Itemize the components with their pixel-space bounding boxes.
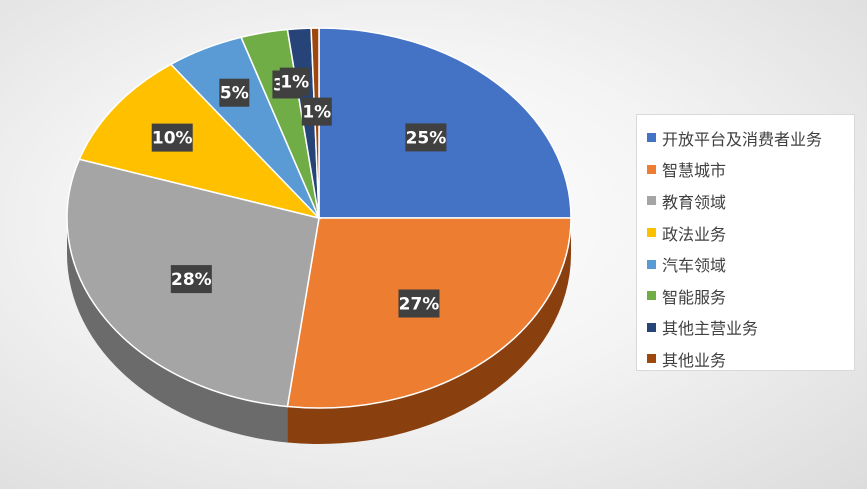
data-label-box xyxy=(151,123,193,152)
data-label-text: 28% xyxy=(171,270,212,290)
legend-item: 开放平台及消费者业务 xyxy=(647,122,854,154)
data-label-box xyxy=(301,97,332,126)
legend-label: 开放平台及消费者业务 xyxy=(662,129,823,149)
pie-slice-side xyxy=(287,218,571,444)
data-label-text: 1% xyxy=(280,73,309,93)
legend-swatch xyxy=(647,291,656,301)
legend-item: 智慧城市 xyxy=(647,154,854,186)
data-label-box xyxy=(279,67,310,96)
pie-data-label: 27% xyxy=(398,289,440,318)
legend-swatch xyxy=(647,196,656,206)
legend-item: 汽车领域 xyxy=(647,248,854,280)
pie-data-label: 1% xyxy=(279,67,310,96)
pie-slice xyxy=(318,27,572,219)
data-label-box xyxy=(170,265,212,294)
data-label-text: 10% xyxy=(152,129,193,149)
legend-label: 汽车领域 xyxy=(662,256,727,276)
legend-swatch xyxy=(647,164,656,174)
pie-slices xyxy=(66,27,572,409)
data-label-box xyxy=(219,78,250,107)
legend-item: 其他业务 xyxy=(647,343,854,375)
legend-swatch xyxy=(647,133,656,143)
chart-legend: 开放平台及消费者业务 智慧城市 教育领域 政法业务 汽车领域 智能服务 其他主营… xyxy=(636,114,855,371)
legend-label: 教育领域 xyxy=(662,192,727,212)
legend-label: 智慧城市 xyxy=(662,161,727,181)
pie-data-label: 25% xyxy=(405,123,447,152)
legend-label: 其他主营业务 xyxy=(662,319,759,339)
data-label-text: 27% xyxy=(399,295,440,315)
pie-slice xyxy=(78,63,322,220)
data-label-text: 1% xyxy=(302,103,331,123)
pie-slice-side xyxy=(67,218,288,443)
pie-3d-sides xyxy=(67,218,571,444)
legend-item: 其他主营业务 xyxy=(647,312,854,344)
legend-swatch xyxy=(647,228,656,238)
pie-data-label: 1% xyxy=(301,97,332,126)
legend-label: 智能服务 xyxy=(662,287,727,307)
pie-data-label: 28% xyxy=(170,265,212,294)
pie-data-label: 5% xyxy=(219,78,250,107)
pie-data-labels: 25%27%28%10%5%3%1%1% xyxy=(151,67,447,318)
data-label-box xyxy=(398,289,440,318)
data-label-text: 25% xyxy=(406,128,447,148)
legend-label: 政法业务 xyxy=(662,224,727,244)
pie-data-label: 10% xyxy=(151,123,193,152)
legend-item: 政法业务 xyxy=(647,217,854,249)
legend-swatch xyxy=(647,259,656,269)
data-label-text: 5% xyxy=(220,84,249,104)
legend-item: 教育领域 xyxy=(647,185,854,217)
legend-item: 智能服务 xyxy=(647,280,854,312)
legend-label: 其他业务 xyxy=(662,350,727,370)
legend-swatch xyxy=(647,354,656,364)
legend-swatch xyxy=(647,322,656,332)
data-label-box xyxy=(405,123,447,152)
